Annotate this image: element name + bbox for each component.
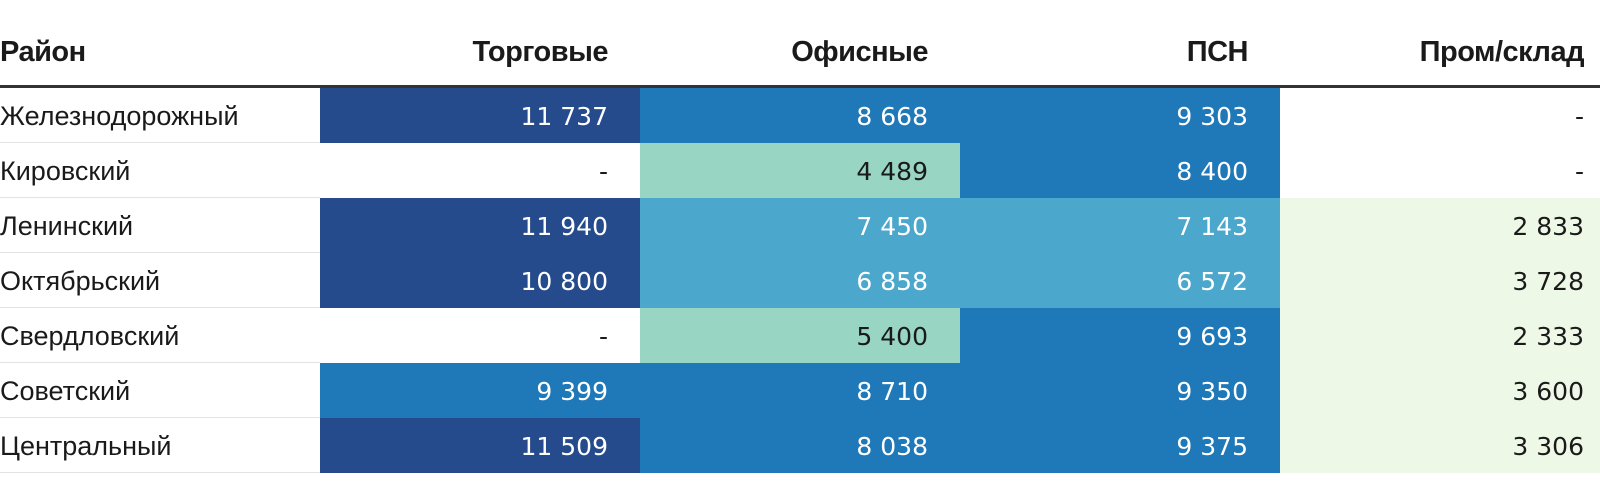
value-cell-psn: 6 572 (960, 253, 1280, 308)
value-cell-psn: 8 400 (960, 143, 1280, 198)
district-name: Свердловский (0, 321, 180, 351)
district-name: Кировский (0, 156, 131, 186)
column-header-district: Район (0, 36, 86, 68)
table-row: Советский 9 399 8 710 9 350 3 600 (0, 363, 1600, 418)
table-row: Октябрьский 10 800 6 858 6 572 3 728 (0, 253, 1600, 308)
district-name: Центральный (0, 431, 172, 461)
column-header-retail: Торговые (472, 36, 609, 68)
value-cell-office: 8 668 (640, 88, 960, 143)
value-cell-office: 8 038 (640, 418, 960, 473)
value-cell-industrial: 3 306 (1280, 418, 1600, 473)
value-cell-psn: 9 375 (960, 418, 1280, 473)
value-cell-industrial: 2 833 (1280, 198, 1600, 253)
value-cell-industrial: 3 728 (1280, 253, 1600, 308)
column-header-psn: ПСН (1186, 36, 1249, 68)
value-cell-psn: 9 303 (960, 88, 1280, 143)
district-name: Железнодорожный (0, 101, 239, 131)
value-cell-office: 4 489 (640, 143, 960, 198)
value-cell-retail: - (320, 143, 640, 198)
table-header: Район Торговые Офисные ПСН Пром/склад (0, 0, 1600, 88)
value-cell-retail: 11 940 (320, 198, 640, 253)
value-cell-psn: 9 350 (960, 363, 1280, 418)
value-cell-industrial: 3 600 (1280, 363, 1600, 418)
value-cell-office: 5 400 (640, 308, 960, 363)
value-cell-industrial: - (1280, 88, 1600, 143)
table-row: Центральный 11 509 8 038 9 375 3 306 (0, 418, 1600, 473)
value-cell-retail: 9 399 (320, 363, 640, 418)
column-header-industrial: Пром/склад (1419, 36, 1585, 68)
table-row: Свердловский -5 400 9 693 2 333 (0, 308, 1600, 363)
value-cell-office: 6 858 (640, 253, 960, 308)
district-name: Советский (0, 376, 131, 406)
value-cell-retail: 11 737 (320, 88, 640, 143)
value-cell-office: 8 710 (640, 363, 960, 418)
district-name: Октябрьский (0, 266, 161, 296)
value-cell-psn: 7 143 (960, 198, 1280, 253)
value-cell-retail: - (320, 308, 640, 363)
value-cell-psn: 9 693 (960, 308, 1280, 363)
value-cell-retail: 10 800 (320, 253, 640, 308)
district-name: Ленинский (0, 211, 134, 241)
value-cell-retail: 11 509 (320, 418, 640, 473)
value-cell-industrial: 2 333 (1280, 308, 1600, 363)
table-row: Ленинский 11 940 7 450 7 143 2 833 (0, 198, 1600, 253)
value-cell-office: 7 450 (640, 198, 960, 253)
table-row: Кировский -4 489 8 400- (0, 143, 1600, 198)
value-cell-industrial: - (1280, 143, 1600, 198)
table-row: Железнодорожный 11 737 8 668 9 303- (0, 88, 1600, 143)
column-header-office: Офисные (791, 36, 928, 68)
